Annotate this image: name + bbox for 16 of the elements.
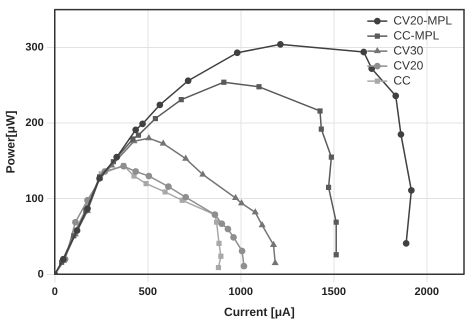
y-tick-label: 100	[25, 192, 44, 205]
x-tick-label: 2000	[414, 286, 440, 298]
legend-label: CV20	[393, 58, 424, 72]
y-axis-title: Power[μW]	[4, 110, 18, 174]
x-tick-label: 0	[52, 286, 58, 298]
legend-label: CC-MPL	[393, 28, 440, 42]
legend-label: CC	[393, 73, 411, 88]
y-tick-label: 0	[38, 268, 44, 280]
legend-label: CV20-MPL	[393, 13, 452, 28]
legend-label: CV30	[393, 43, 424, 58]
x-axis-title: Current [μA]	[224, 305, 295, 320]
x-tick-label: 1000	[228, 286, 254, 298]
x-tick-label: 1500	[322, 286, 346, 298]
y-tick-label: 200	[25, 117, 44, 130]
y-tick-label: 300	[25, 41, 44, 54]
x-tick-label: 500	[138, 286, 157, 298]
